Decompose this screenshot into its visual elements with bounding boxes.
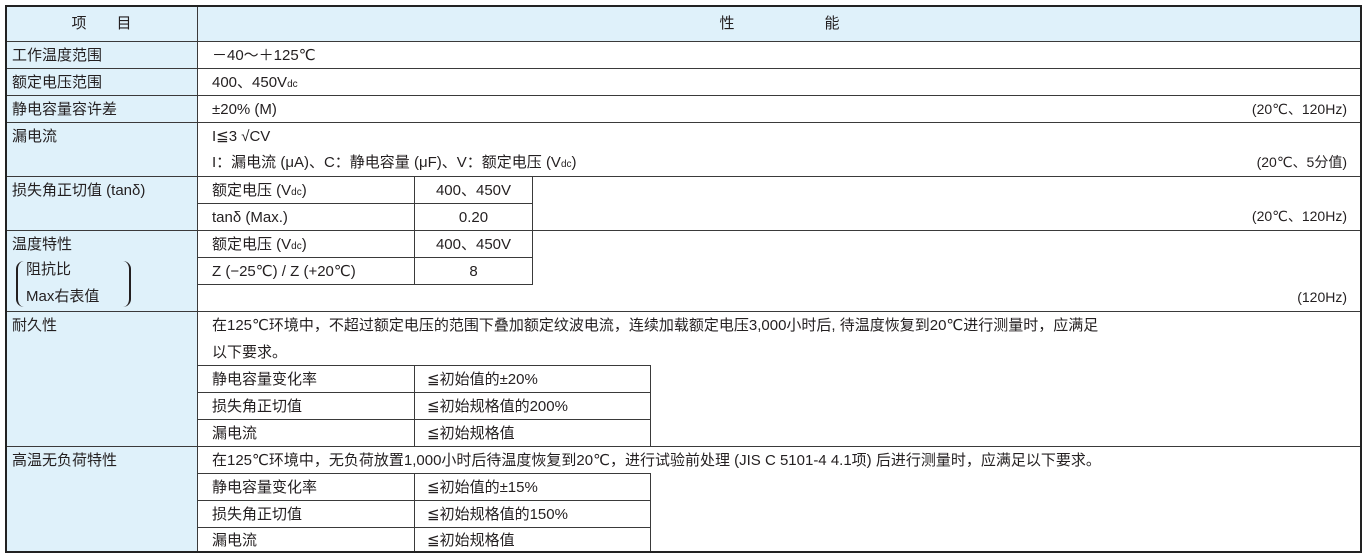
cap-tolerance-label-cell: 静电容量容许差 [5, 95, 198, 123]
high-temp-label-cell: 高温无负荷特性 [5, 446, 198, 553]
temp-char-row-value: 400、450V [414, 230, 533, 258]
high-temp-label: 高温无负荷特性 [12, 452, 118, 469]
row-value: ≦初始值的±15% [427, 479, 538, 496]
high-temp-text: 在125℃环境中，无负荷放置1,000小时后待温度恢复到20℃，进行试验前处理 … [212, 452, 1101, 469]
operating-temp-value: －40～＋125℃ [212, 47, 316, 64]
high-temp-row-name: 损失角正切值 [197, 500, 415, 528]
endurance-row-name: 静电容量变化率 [197, 365, 415, 393]
row-name: 漏电流 [212, 425, 258, 442]
temp-char-row-name: 额定电压 (Vdc) [197, 230, 415, 258]
rated-voltage-label: 额定电压范围 [12, 74, 103, 91]
tan-delta-label: 损失角正切值 (tanδ) [12, 182, 146, 199]
header-item: 项 目 [71, 15, 132, 32]
leakage-legend-end: ) [571, 154, 577, 171]
row-name-end: ) [301, 182, 307, 199]
row-name: 静电容量变化率 [212, 479, 318, 496]
row-name: tanδ (Max.) [212, 209, 288, 226]
tan-delta-condition: (20℃、120Hz) [1251, 208, 1347, 224]
cap-tolerance-condition: (20℃、120Hz) [1251, 101, 1347, 117]
endurance-label-cell: 耐久性 [5, 311, 198, 447]
row-name: 静电容量变化率 [212, 371, 318, 388]
cap-tolerance-value-cell: ±20% (M) (20℃、120Hz) [197, 95, 1362, 123]
operating-temp-value-cell: －40～＋125℃ [197, 41, 1362, 69]
unit-subscript: dc [291, 187, 302, 198]
operating-temp-label: 工作温度范围 [12, 47, 103, 64]
row-value: 400、450V [435, 182, 512, 199]
row-value: ≦初始规格值 [427, 532, 515, 549]
leakage-label-cell: 漏电流 [5, 122, 198, 177]
row-name: 损失角正切值 [212, 398, 303, 415]
leakage-value-cell: I≦3 √CV I：漏电流 (μA)、C：静电容量 (μF)、V：额定电压 (V… [197, 122, 1362, 177]
rated-voltage-label-cell: 额定电压范围 [5, 68, 198, 96]
temp-char-label-line2: 阻抗比 [26, 261, 72, 278]
endurance-text-line2: 以下要求。 [212, 344, 288, 361]
row-name: 额定电压 (V [212, 236, 292, 253]
high-temp-row-value: ≦初始规格值 [414, 527, 651, 553]
unit-subscript: dc [291, 241, 302, 252]
high-temp-row-name: 漏电流 [197, 527, 415, 553]
leakage-label: 漏电流 [12, 128, 58, 145]
unit-subscript: dc [287, 79, 298, 90]
row-value: 8 [469, 263, 478, 280]
endurance-row-value: ≦初始规格值 [414, 419, 651, 447]
temp-char-label: 温度特性 [12, 236, 73, 253]
row-name: 漏电流 [212, 532, 258, 549]
tan-delta-row-value: 400、450V [414, 176, 533, 204]
row-value: ≦初始规格值的150% [427, 506, 568, 523]
header-performance: 性 能 [719, 15, 840, 32]
row-name: 损失角正切值 [212, 506, 303, 523]
cell-text: 额定电压 (Vdc) [212, 231, 307, 260]
leakage-condition: (20℃、5分值) [1256, 154, 1347, 170]
cap-tolerance-value: ±20% (M) [212, 101, 277, 118]
row-value: 400、450V [435, 236, 512, 253]
row-name: Z (−25℃) / Z (+20℃) [212, 263, 356, 280]
rated-voltage-value: 400、450Vdc [212, 69, 298, 98]
endurance-text-line1: 在125℃环境中，不超过额定电压的范围下叠加额定纹波电流，连续加载额定电压3,0… [212, 317, 1099, 334]
endurance-label: 耐久性 [12, 317, 58, 334]
endurance-row-value: ≦初始规格值的200% [414, 392, 651, 420]
high-temp-row-value: ≦初始规格值的150% [414, 500, 651, 528]
endurance-row-name: 漏电流 [197, 419, 415, 447]
header-item-cell: 项 目 [5, 5, 198, 42]
temp-char-label-line3: Max右表值 [26, 288, 100, 305]
tan-delta-row-name: 额定电压 (Vdc) [197, 176, 415, 204]
tan-delta-row-name: tanδ (Max.) [197, 203, 415, 231]
operating-temp-label-cell: 工作温度范围 [5, 41, 198, 69]
temp-char-row-name: Z (−25℃) / Z (+20℃) [197, 257, 415, 285]
cap-tolerance-label: 静电容量容许差 [12, 101, 118, 118]
rated-voltage-value-cell: 400、450Vdc [197, 68, 1362, 96]
header-performance-cell: 性 能 [197, 5, 1362, 42]
row-value: 0.20 [458, 209, 489, 226]
high-temp-row-value: ≦初始值的±15% [414, 473, 651, 501]
leakage-legend-text: I：漏电流 (μA)、C：静电容量 (μF)、V：额定电压 (V [212, 154, 561, 171]
high-temp-row-name: 静电容量变化率 [197, 473, 415, 501]
left-paren [16, 261, 24, 307]
unit-subscript: dc [560, 159, 572, 170]
temp-char-condition: (120Hz) [1297, 289, 1347, 305]
tan-delta-label-cell: 损失角正切值 (tanδ) [5, 176, 198, 231]
endurance-row-name: 损失角正切值 [197, 392, 415, 420]
leakage-formula: I≦3 √CV [212, 128, 271, 145]
tan-delta-row-value: 0.20 [414, 203, 533, 231]
cell-text: 额定电压 (Vdc) [212, 177, 307, 206]
right-paren [123, 261, 131, 307]
leakage-legend: I：漏电流 (μA)、C：静电容量 (μF)、V：额定电压 (Vdc) [212, 149, 577, 178]
temp-char-row-value: 8 [414, 257, 533, 285]
row-value: ≦初始值的±20% [427, 371, 538, 388]
row-value: ≦初始规格值的200% [427, 398, 568, 415]
temp-char-label-cell: 温度特性 阻抗比 Max右表值 [5, 230, 198, 312]
rated-voltage-text: 400、450V [212, 74, 288, 91]
row-value: ≦初始规格值 [427, 425, 515, 442]
row-name-end: ) [301, 236, 307, 253]
endurance-row-value: ≦初始值的±20% [414, 365, 651, 393]
row-name: 额定电压 (V [212, 182, 292, 199]
